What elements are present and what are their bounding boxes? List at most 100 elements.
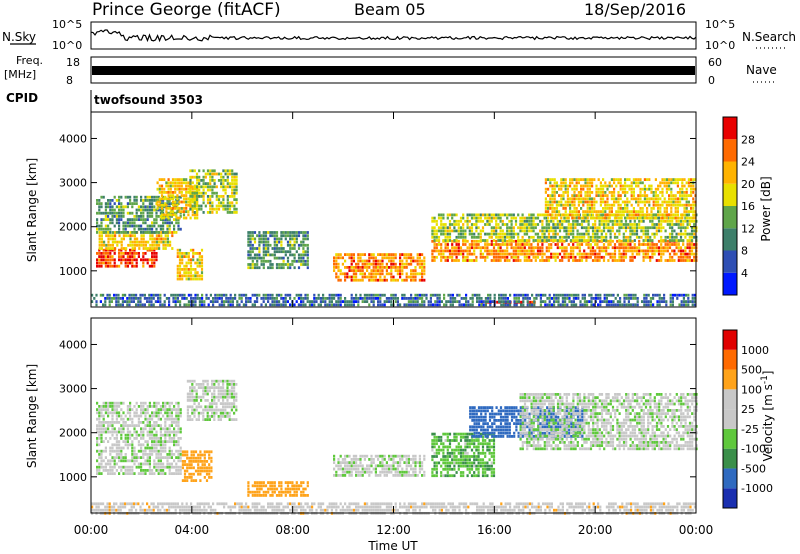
power-cell: [622, 239, 625, 242]
power-cell: [465, 293, 468, 297]
power-cell: [595, 187, 598, 191]
power-cell: [627, 297, 630, 300]
power-cell: [135, 252, 138, 255]
velocity-cell: [151, 453, 154, 456]
power-cell: [464, 229, 467, 233]
power-cell: [114, 240, 117, 244]
power-cell: [568, 293, 571, 297]
power-cell: [455, 259, 458, 262]
power-cell: [173, 218, 176, 221]
power-cell: [262, 259, 265, 263]
power-cell: [650, 191, 653, 194]
power-cell: [624, 219, 628, 223]
power-cell: [142, 202, 145, 205]
power-cell: [646, 200, 649, 204]
power-cell: [506, 226, 509, 230]
power-cell: [302, 256, 305, 260]
power-cell: [381, 259, 384, 263]
power-cell: [418, 303, 421, 307]
power-cell: [462, 229, 465, 233]
power-cell: [462, 255, 465, 259]
power-cell: [613, 191, 616, 194]
velocity-cell: [104, 446, 107, 450]
power-cell: [602, 184, 605, 188]
power-cell: [113, 252, 116, 255]
power-cell: [576, 229, 579, 233]
power-cell: [151, 258, 154, 262]
power-cell: [198, 303, 201, 307]
power-cell: [666, 219, 669, 223]
power-cell: [674, 203, 677, 207]
power-cell: [98, 243, 101, 247]
power-cell: [157, 297, 160, 300]
power-cell: [431, 235, 434, 239]
velocity-cell: [98, 424, 101, 427]
power-cell: [151, 224, 154, 228]
power-cell: [115, 297, 118, 300]
power-cell: [553, 300, 556, 303]
power-cell: [489, 300, 492, 303]
power-cell: [163, 216, 166, 220]
power-cell: [206, 198, 210, 201]
power-cell: [297, 231, 301, 234]
velocity-cell: [153, 433, 156, 437]
power-cell: [655, 229, 658, 233]
power-cell: [368, 303, 371, 307]
power-cell: [602, 200, 605, 204]
power-cell: [543, 235, 546, 239]
power-cell: [418, 253, 421, 256]
power-cell: [665, 178, 668, 181]
velocity-cell: [148, 459, 151, 463]
power-cell: [668, 232, 672, 236]
power-cell: [624, 223, 628, 226]
power-cell: [611, 255, 614, 259]
power-cell: [215, 204, 218, 208]
power-cell: [107, 255, 110, 258]
power-cell: [488, 252, 491, 256]
power-cell: [379, 259, 382, 263]
power-cell: [286, 293, 289, 297]
power-cell: [271, 266, 274, 270]
power-cell: [196, 274, 199, 278]
power-cell: [510, 255, 513, 259]
power-cell: [619, 194, 622, 197]
power-cell: [605, 303, 608, 307]
power-cell: [271, 293, 274, 297]
power-cell: [650, 184, 653, 188]
power-cell: [280, 256, 283, 260]
power-cell: [346, 253, 349, 256]
power-cell: [490, 229, 493, 233]
power-cell: [262, 266, 265, 270]
power-cell: [591, 191, 594, 194]
power-cell: [589, 243, 592, 246]
power-cell: [159, 208, 162, 212]
power-cell: [660, 223, 663, 226]
power-cell: [151, 215, 154, 218]
power-cell: [604, 184, 607, 188]
power-cell: [148, 303, 151, 307]
power-cell: [192, 300, 195, 303]
power-cell: [187, 258, 190, 262]
power-cell: [653, 216, 656, 220]
power-cell: [176, 277, 179, 281]
velocity-cell: [162, 449, 165, 453]
power-cell: [596, 235, 599, 239]
velocity-cell: [159, 427, 162, 431]
power-cell: [462, 226, 465, 230]
power-cell: [655, 246, 658, 250]
power-cell: [433, 243, 436, 246]
power-cell: [133, 255, 136, 258]
power-cell: [280, 263, 283, 266]
power-cell: [666, 249, 669, 253]
power-cell: [374, 262, 377, 266]
power-cell: [350, 278, 353, 282]
velocity-cell: [146, 411, 149, 415]
power-cell: [109, 248, 112, 252]
velocity-cell: [142, 443, 145, 447]
power-cell: [547, 226, 551, 230]
power-cell: [528, 213, 531, 217]
power-cell: [618, 252, 621, 256]
velocity-cell: [131, 469, 134, 472]
power-cell: [119, 297, 122, 300]
power-cell: [106, 297, 109, 300]
